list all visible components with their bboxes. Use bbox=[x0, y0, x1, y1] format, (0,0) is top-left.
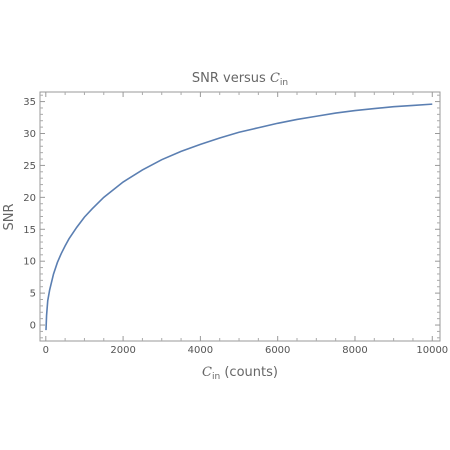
x-tick-label: 4000 bbox=[188, 345, 213, 356]
x-tick-label: 10000 bbox=[416, 345, 448, 356]
data-point bbox=[92, 208, 93, 209]
data-point bbox=[432, 104, 433, 105]
chart-title: SNR versus Cin bbox=[192, 71, 288, 88]
data-point bbox=[258, 127, 259, 128]
data-point bbox=[122, 181, 123, 182]
data-point bbox=[354, 110, 355, 111]
data-point bbox=[46, 315, 47, 316]
data-point bbox=[53, 273, 54, 274]
plot-frame bbox=[39, 91, 441, 342]
y-tick-label: 30 bbox=[23, 129, 36, 140]
data-points bbox=[45, 104, 432, 331]
x-tick-label: 6000 bbox=[265, 345, 290, 356]
data-point bbox=[49, 289, 50, 290]
x-tick-label: 0 bbox=[43, 345, 49, 356]
data-point bbox=[84, 217, 85, 218]
data-point bbox=[277, 123, 278, 124]
y-tick-label: 25 bbox=[23, 161, 36, 172]
data-point bbox=[335, 112, 336, 113]
axis-ticks: 0 2000 4000 6000 8000 10000 0 5 10 15 20 25 30 35 bbox=[23, 92, 448, 356]
data-point bbox=[200, 144, 201, 145]
data-point bbox=[374, 108, 375, 109]
data-point bbox=[65, 245, 66, 246]
data-point bbox=[142, 169, 143, 170]
x-tick-label: 8000 bbox=[342, 345, 367, 356]
data-point bbox=[45, 330, 46, 331]
y-tick-label: 15 bbox=[23, 225, 36, 236]
data-point bbox=[316, 116, 317, 117]
series-line bbox=[45, 103, 433, 331]
data-point bbox=[68, 238, 69, 239]
y-tick-label: 20 bbox=[23, 193, 36, 204]
data-point bbox=[161, 159, 162, 160]
y-axis-label: SNR bbox=[2, 203, 17, 230]
data-point bbox=[103, 197, 104, 198]
y-tick-label: 0 bbox=[30, 321, 36, 332]
y-tick-label: 5 bbox=[30, 289, 36, 300]
data-point bbox=[180, 151, 181, 152]
data-point bbox=[296, 119, 297, 120]
data-point bbox=[219, 137, 220, 138]
y-tick-label: 10 bbox=[23, 257, 36, 268]
x-axis-label: Cin (counts) bbox=[202, 365, 278, 382]
data-point bbox=[238, 132, 239, 133]
data-point bbox=[47, 300, 48, 301]
data-point bbox=[61, 253, 62, 254]
data-point bbox=[76, 227, 77, 228]
data-point bbox=[57, 262, 58, 263]
data-point bbox=[412, 105, 413, 106]
y-tick-label: 35 bbox=[23, 97, 36, 108]
x-tick-label: 2000 bbox=[110, 345, 135, 356]
data-point bbox=[393, 106, 394, 107]
